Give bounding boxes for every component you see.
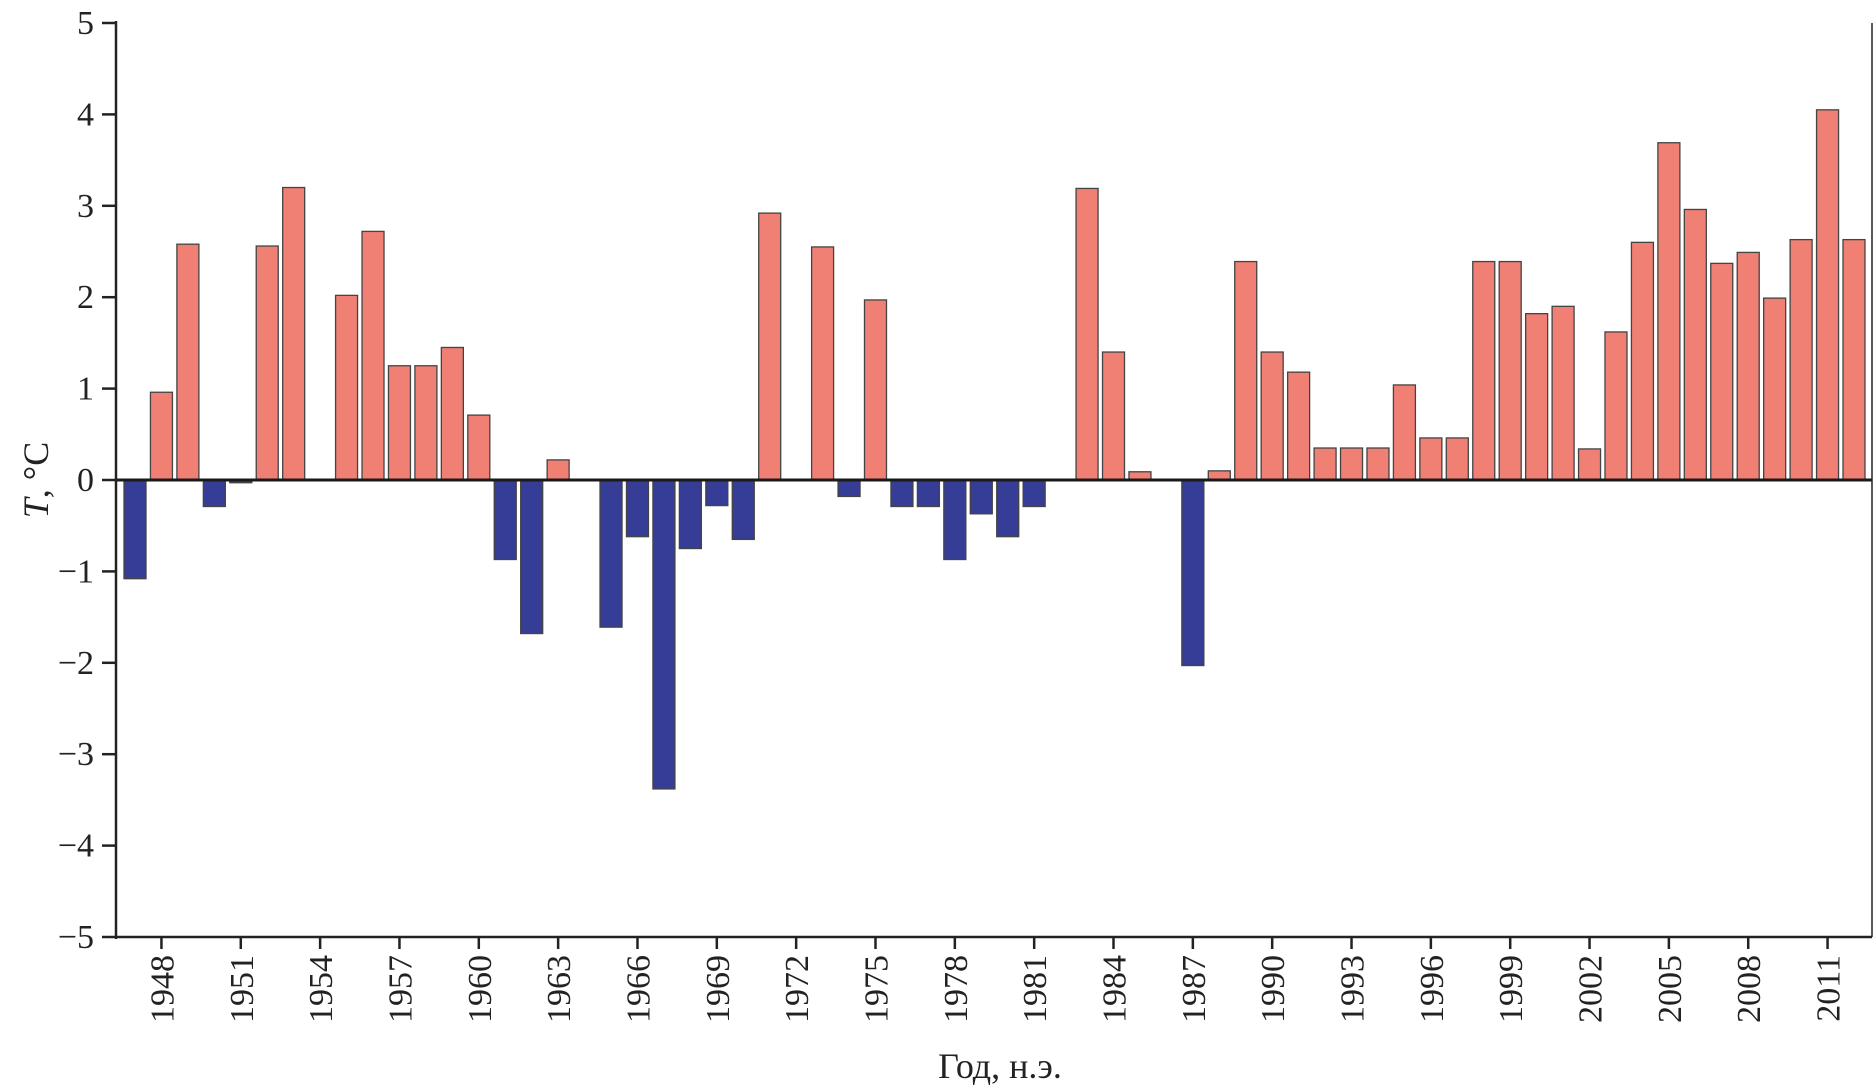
x-tick-label: 2005 — [1652, 955, 1689, 1023]
y-tick-label: −5 — [58, 919, 94, 956]
bar-1996 — [1419, 437, 1443, 481]
y-axis-variable: T — [16, 495, 56, 518]
bar-1952 — [255, 245, 279, 481]
x-tick-label: 1990 — [1255, 955, 1292, 1023]
bar-1956 — [361, 230, 385, 481]
bar-1957 — [387, 365, 412, 481]
bar-1990 — [1260, 351, 1284, 481]
bar-2000 — [1524, 313, 1549, 481]
y-axis-unit: , °C — [16, 442, 56, 498]
bar-1963 — [546, 459, 570, 481]
x-tick-label: 1972 — [779, 955, 816, 1023]
bar-2012 — [1842, 238, 1866, 481]
bar-1961 — [493, 479, 517, 561]
x-axis-label: Год, н.э. — [938, 1046, 1062, 1086]
bar-1955 — [334, 294, 359, 481]
x-tick-label: 2002 — [1573, 955, 1610, 1023]
bar-2001 — [1551, 305, 1575, 481]
bar-1967 — [652, 479, 676, 790]
x-tick-label: 1951 — [224, 955, 261, 1023]
x-tick-label: 1963 — [541, 955, 578, 1023]
bar-2008 — [1736, 251, 1760, 481]
y-tick-label: 1 — [77, 371, 94, 408]
bar-1989 — [1234, 260, 1258, 481]
y-tick-label: −4 — [58, 828, 94, 865]
bar-1993 — [1339, 447, 1364, 481]
y-tick-label: 2 — [77, 279, 94, 316]
bar-2005 — [1657, 142, 1681, 481]
x-tick-label: 1999 — [1493, 955, 1530, 1023]
x-tick-label: 1993 — [1335, 955, 1372, 1023]
x-ticks: 1948 1951 1954 1957 1960 1963 1966 1969 1972 1975… — [144, 937, 1848, 1023]
bar-1960 — [467, 414, 491, 481]
x-tick-label: 1948 — [144, 955, 181, 1023]
x-tick-label: 1966 — [620, 955, 657, 1023]
bar-2009 — [1763, 297, 1787, 481]
bar-1980 — [996, 479, 1020, 538]
bar-1949 — [176, 243, 200, 481]
x-tick-label: 2011 — [1811, 955, 1848, 1022]
bar-1978 — [943, 479, 967, 561]
y-tick-label: 0 — [77, 462, 94, 499]
bar-2007 — [1710, 262, 1734, 481]
bar-1969 — [705, 479, 729, 507]
bar-2006 — [1683, 208, 1707, 481]
bar-1966 — [625, 479, 650, 538]
x-tick-label: 1969 — [700, 955, 737, 1023]
x-tick-label: 1960 — [462, 955, 499, 1023]
bar-1994 — [1366, 447, 1390, 481]
bar-1983 — [1075, 187, 1099, 481]
y-tick-label: 5 — [77, 5, 94, 42]
x-tick-label: 1981 — [1017, 955, 1054, 1023]
bar-1998 — [1472, 260, 1496, 481]
bar-2004 — [1630, 241, 1655, 481]
bar-1997 — [1445, 437, 1469, 481]
y-tick-label: 4 — [77, 96, 94, 133]
x-tick-label: 1984 — [1097, 955, 1134, 1023]
x-tick-label: 1954 — [303, 955, 340, 1023]
bar-1987 — [1181, 479, 1205, 667]
bar-2002 — [1577, 448, 1602, 481]
bar-1999 — [1498, 260, 1522, 481]
bar-1979 — [969, 479, 993, 515]
bar-2003 — [1604, 331, 1628, 481]
y-axis-label: T, °C — [16, 442, 56, 518]
bar-1968 — [678, 479, 703, 550]
y-tick-label: −2 — [58, 645, 94, 682]
y-tick-label: −1 — [58, 553, 94, 590]
bar-1974 — [837, 479, 861, 498]
bar-1991 — [1286, 371, 1311, 481]
x-tick-label: 1957 — [382, 955, 419, 1023]
x-tick-label: 1978 — [938, 955, 975, 1023]
bar-1958 — [414, 365, 438, 481]
bar-1948 — [149, 391, 174, 481]
x-tick-label: 1987 — [1176, 955, 1213, 1023]
bar-1970 — [731, 479, 755, 541]
bar-1973 — [810, 246, 835, 481]
bar-1992 — [1313, 447, 1337, 481]
x-tick-label: 1996 — [1414, 955, 1451, 1023]
bar-2010 — [1789, 238, 1813, 481]
y-tick-label: 3 — [77, 188, 94, 225]
bar-1976 — [890, 479, 914, 508]
x-tick-label: 1975 — [858, 955, 895, 1023]
bar-1965 — [599, 479, 623, 628]
bar-1975 — [863, 299, 888, 481]
bar-1947 — [123, 479, 147, 580]
bar-1962 — [520, 479, 544, 635]
bar-1971 — [758, 212, 782, 481]
bar-1981 — [1022, 479, 1046, 508]
bar-1984 — [1101, 351, 1126, 481]
bar-1950 — [202, 479, 226, 508]
bar-1977 — [916, 479, 941, 508]
y-ticks: 5 4 3 2 1 0 −1 −2 −3 −4 −5 — [58, 5, 116, 956]
bar-1953 — [282, 186, 306, 481]
bars-group — [123, 109, 1866, 790]
bar-1995 — [1392, 384, 1417, 481]
bar-2011 — [1815, 109, 1840, 481]
bar-1959 — [440, 346, 465, 481]
x-tick-label: 2008 — [1731, 955, 1768, 1023]
y-tick-label: −3 — [58, 736, 94, 773]
